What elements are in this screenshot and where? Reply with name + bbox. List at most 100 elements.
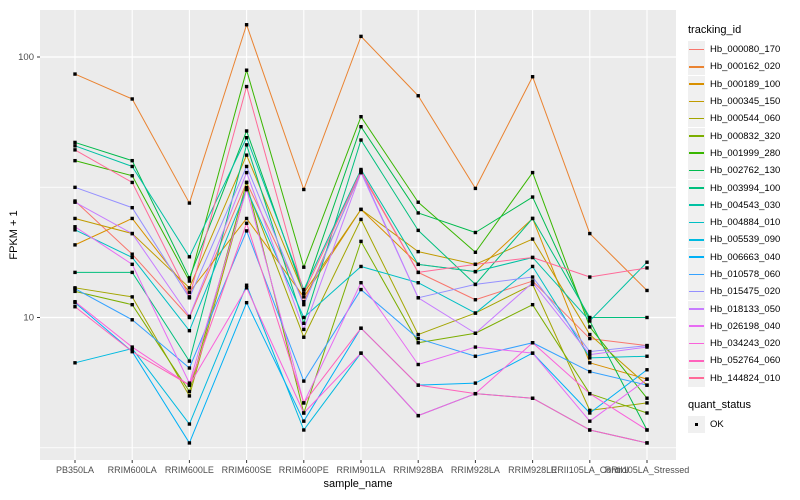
legend-key [688,214,705,232]
data-point [244,164,249,169]
data-point [244,229,249,233]
x-tick-label: PB350LA [56,465,94,475]
data-point [645,396,649,400]
data-point [187,359,192,363]
data-point [359,169,363,173]
data-point [416,262,420,267]
line-swatch-icon [689,221,704,224]
data-point [73,140,77,145]
line-swatch-icon [689,100,704,103]
legend-title-tracking-id: tracking_id [688,24,742,36]
x-tick-label: RRIM928LE [508,465,557,475]
legend-item-Hb_001999_280: Hb_001999_280 [688,144,800,162]
legend-item-Hb_026198_040: Hb_026198_040 [688,317,800,335]
legend-key [688,335,705,353]
legend-key [688,41,705,59]
data-point [244,23,249,27]
data-point [73,286,77,291]
data-point [73,289,77,294]
line-swatch-icon [689,377,704,379]
data-point [645,428,649,432]
data-point [416,270,420,275]
legend-item-Hb_004884_010: Hb_004884_010 [688,214,800,232]
data-point [359,114,363,119]
data-point [645,288,649,293]
data-point [130,255,134,260]
data-point [302,295,306,299]
x-tick-label: RRIM600SE [222,465,272,475]
data-point [302,302,306,307]
x-tick-label: RRIM600LA [108,465,157,475]
legend-label: Hb_003994_100 [710,182,781,194]
legend-key [688,266,705,283]
data-point [73,299,77,304]
data-point [359,34,363,39]
legend-key [688,248,705,266]
legend-label: Hb_004543_030 [710,199,781,211]
data-point [244,68,249,72]
data-point [588,352,592,357]
legend-item-Hb_000832_320: Hb_000832_320 [688,127,800,145]
data-point [645,345,649,349]
data-point [130,205,134,210]
legend-key [688,144,705,162]
data-point [588,332,592,337]
legend-item-Hb_002762_130: Hb_002762_130 [688,162,800,180]
data-point [130,302,134,307]
data-point [645,266,649,270]
data-point [473,186,478,191]
legend-label: Hb_000080_170 [710,44,781,56]
legend-item-Hb_000162_020: Hb_000162_020 [688,58,800,76]
data-point [187,255,192,259]
data-point [244,283,249,287]
data-point [244,185,249,190]
data-point [473,354,478,358]
legend-key [688,196,705,214]
legend-label: Hb_034243_020 [710,338,781,350]
legend-key [688,75,705,93]
legend-items: Hb_000080_170 Hb_000162_020 Hb_000189_100 H… [688,41,800,387]
data-point [130,345,134,349]
legend-item-Hb_000345_150: Hb_000345_150 [688,93,800,111]
legend-item-Hb_003994_100: Hb_003994_100 [688,179,800,197]
data-point [588,325,592,329]
legend-key [688,179,705,197]
legend-quant-status: quant_status OK [688,399,800,434]
data-point [244,221,249,225]
data-point [416,94,420,98]
data-point [359,264,363,269]
y-tick-label: 100 [18,52,34,63]
legend-label: Hb_015475_020 [710,286,781,298]
legend-key [688,162,705,180]
data-point [473,381,478,385]
legend-item-Hb_034243_020: Hb_034243_020 [688,335,800,353]
data-point [73,72,77,76]
line-swatch-icon [689,83,704,85]
data-point [302,299,306,304]
data-point [588,231,592,236]
legend-item-Hb_000544_060: Hb_000544_060 [688,110,800,128]
data-point [187,441,192,445]
x-tick-label: RRIM600LE [165,465,214,475]
legend-label: Hb_000162_020 [710,61,781,73]
data-point [130,174,134,178]
legend-label: Hb_000345_150 [710,96,781,108]
data-point [244,216,249,221]
legend-item-Hb_018133_050: Hb_018133_050 [688,300,800,318]
data-point [73,200,77,204]
data-point [530,351,535,355]
data-point [187,279,192,283]
data-point [302,187,306,192]
data-point [588,391,592,396]
data-point [530,264,535,269]
legend-item-Hb_005539_090: Hb_005539_090 [688,231,800,249]
data-point [473,311,478,315]
legend-key [688,110,705,128]
data-point [130,158,134,163]
data-point [302,419,306,423]
data-point [302,321,306,326]
data-point [416,383,420,387]
data-point [73,243,77,247]
legend-item-Hb_004543_030: Hb_004543_030 [688,196,800,214]
